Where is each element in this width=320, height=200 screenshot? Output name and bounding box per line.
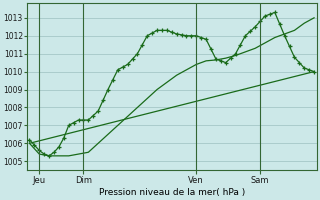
X-axis label: Pression niveau de la mer( hPa ): Pression niveau de la mer( hPa ) xyxy=(99,188,245,197)
